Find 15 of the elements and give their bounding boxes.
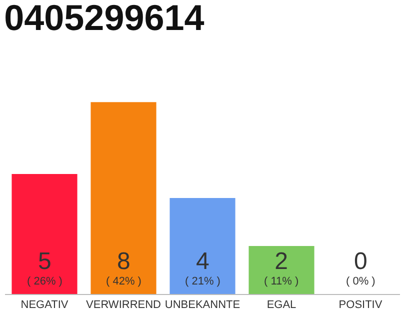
data-label: 5 ( 26% ) <box>27 248 62 288</box>
x-tick-label: VERWIRREND <box>86 299 162 312</box>
data-label: 8 ( 42% ) <box>106 248 142 288</box>
data-label: 4 ( 21% ) <box>185 248 220 288</box>
data-label: 2 ( 11% ) <box>264 248 299 288</box>
x-tick-label: POSITIV <box>338 299 383 312</box>
bar <box>248 246 314 294</box>
chart-title: 0405299614 <box>4 0 204 38</box>
bar <box>90 102 156 294</box>
x-tick-label: UNBEKANNTE <box>164 299 240 312</box>
bar <box>12 174 78 294</box>
data-label: 0 ( 0% ) <box>346 248 376 288</box>
x-tick-label: EGAL <box>266 299 296 312</box>
bar <box>170 198 236 294</box>
x-tick-label: NEGATIV <box>20 299 69 312</box>
